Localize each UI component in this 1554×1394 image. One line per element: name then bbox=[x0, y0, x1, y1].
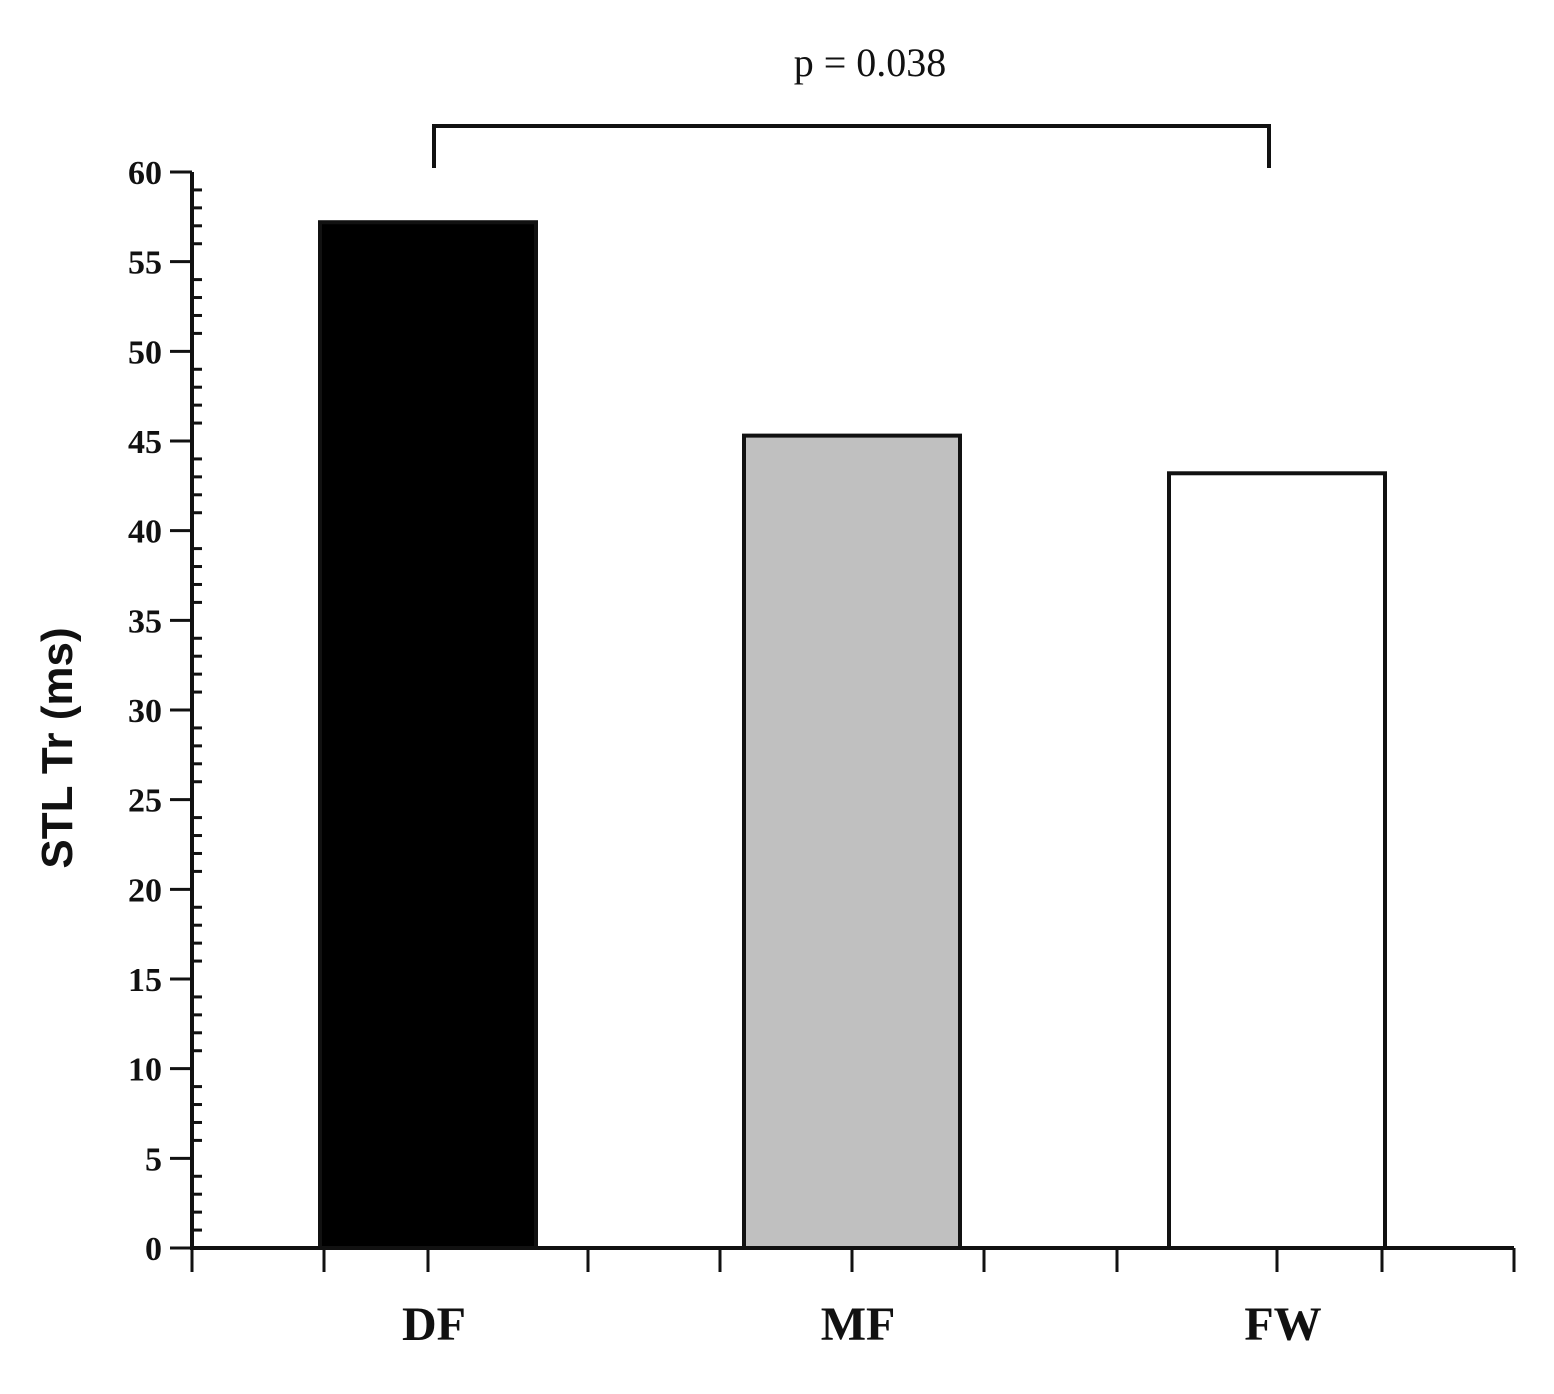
x-tick-label-mf: MF bbox=[821, 1298, 896, 1351]
bar-df bbox=[318, 220, 538, 1250]
category-labels: DF MF FW bbox=[402, 1298, 1322, 1351]
x-tick-label-fw: FW bbox=[1244, 1298, 1321, 1351]
bar-mf bbox=[742, 433, 962, 1250]
y-tick-label: 45 bbox=[128, 424, 162, 461]
x-tick-label-df: DF bbox=[402, 1298, 466, 1351]
y-tick-label: 15 bbox=[128, 962, 162, 999]
y-tick-label: 35 bbox=[128, 603, 162, 640]
y-tick-label: 20 bbox=[128, 872, 162, 909]
significance-annotation: p = 0.038 bbox=[432, 40, 1271, 168]
y-tick-label: 50 bbox=[128, 334, 162, 371]
significance-bracket bbox=[432, 124, 1271, 168]
y-tick-label: 60 bbox=[128, 155, 162, 192]
y-tick-label: 10 bbox=[128, 1052, 162, 1089]
y-tick-label: 55 bbox=[128, 245, 162, 282]
y-tick-label: 30 bbox=[128, 693, 162, 730]
y-axis-title: STL Tr (ms) bbox=[33, 627, 82, 868]
y-tick-label: 25 bbox=[128, 783, 162, 820]
bar-fw bbox=[1167, 471, 1387, 1250]
y-tick-label: 0 bbox=[145, 1231, 162, 1268]
y-tick-label: 40 bbox=[128, 514, 162, 551]
p-value-label: p = 0.038 bbox=[794, 40, 947, 85]
y-ticks: 0 5 10 15 20 25 30 35 40 45 50 55 60 bbox=[128, 155, 202, 1268]
bars bbox=[318, 220, 1387, 1250]
y-tick-label: 5 bbox=[145, 1141, 162, 1178]
x-ticks bbox=[190, 1248, 1516, 1272]
